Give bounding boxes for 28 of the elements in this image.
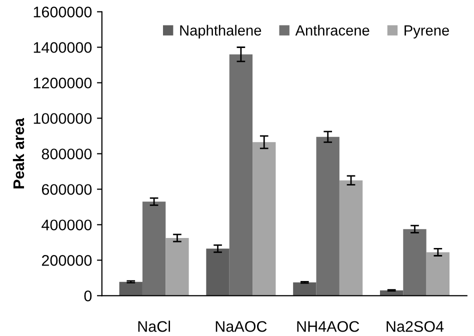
bar [293,282,316,296]
y-tick-label: 1200000 [34,78,92,88]
bar [119,282,142,296]
bar [316,136,340,296]
y-tick-label: 1000000 [34,113,92,124]
bar [166,238,189,296]
legend-label: Naphthalene [180,24,262,38]
x-tick-label: NaAOC [216,321,267,332]
y-tick-label: 1400000 [34,42,92,53]
bar [206,248,230,296]
y-tick-label: 800000 [42,148,92,160]
legend-label: Pyrene [404,25,449,38]
bar [426,252,450,296]
bar [252,142,276,296]
bar [339,180,363,296]
y-tick-label: 400000 [42,220,92,230]
y-tick-label: 600000 [42,184,92,195]
bar [142,202,166,296]
y-tick-label: 1600000 [34,6,92,18]
bar [403,229,426,296]
x-tick-label: NH4AOC [297,321,360,332]
y-tick-label: 200000 [42,255,92,266]
y-tick-label: 0 [84,290,92,302]
y-axis-title: Peak area [12,118,24,188]
legend-label: Anthracene [295,24,370,36]
bar [229,54,253,296]
x-tick-label: NaCl [138,320,170,332]
x-tick-label: Na2SO4 [386,321,444,332]
